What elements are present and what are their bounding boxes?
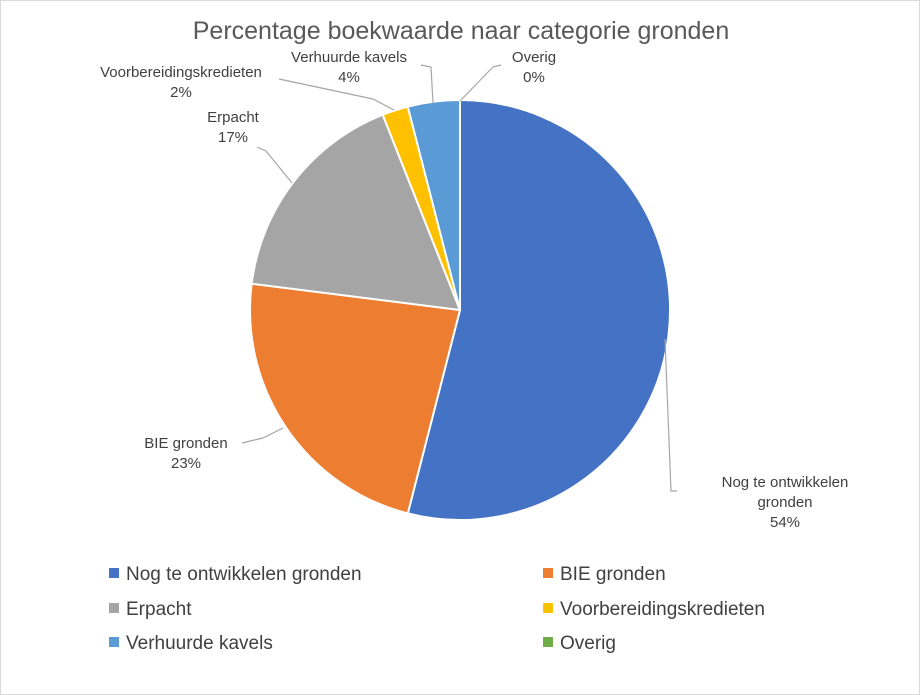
leader-line-bie-gronden — [241, 427, 284, 444]
pie-slice-nog-te-ontwikkelen-gronden — [406, 99, 671, 521]
leader-line-nog-te-ontwikkelen-gronden — [664, 338, 677, 492]
legend-swatch-overig — [543, 637, 553, 647]
legend-label-voorbereidingskredieten: Voorbereidingskredieten — [560, 599, 765, 620]
leader-line-erpacht — [256, 146, 293, 184]
legend-label-erpacht: Erpacht — [126, 599, 192, 620]
pie-slice-bie-gronden — [249, 282, 461, 515]
leader-lines — [241, 64, 677, 492]
data-label-erpacht: Erpacht 17% — [207, 109, 260, 146]
leader-line-verhuurde-kavels — [420, 64, 434, 104]
legend-swatch-bie-gronden — [543, 568, 553, 578]
data-label-bie-gronden: BIE gronden 23% — [144, 435, 227, 472]
data-label-voorbereidingskredieten: Voorbereidingskredieten 2% — [100, 64, 262, 101]
chart-title: Percentage boekwaarde naar categorie gro… — [193, 17, 730, 45]
legend-swatch-verhuurde-kavels — [109, 637, 119, 647]
legend-label-nog-te-ontwikkelen-gronden: Nog te ontwikkelen gronden — [126, 564, 362, 585]
legend-label-verhuurde-kavels: Verhuurde kavels — [126, 633, 273, 654]
leader-line-voorbereidingskredieten — [278, 78, 395, 111]
legend-swatch-nog-te-ontwikkelen-gronden — [109, 568, 119, 578]
pie-slice-verhuurde-kavels — [406, 99, 461, 311]
data-label-overig: Overig 0% — [512, 49, 556, 86]
pie-slices — [249, 99, 671, 521]
pie-slice-erpacht — [250, 113, 461, 311]
legend-label-overig: Overig — [560, 633, 616, 654]
data-label-verhuurde-kavels: Verhuurde kavels 4% — [291, 49, 407, 86]
leader-line-overig — [459, 64, 502, 102]
legend-swatch-voorbereidingskredieten — [543, 603, 553, 613]
data-label-nog-te-ontwikkelen-gronden: Nog te ontwikkelen gronden 54% — [722, 474, 849, 531]
legend-swatch-erpacht — [109, 603, 119, 613]
data-labels: Nog te ontwikkelen gronden 54% BIE gronden 2… — [100, 49, 848, 531]
legend: Nog te ontwikkelen gronden BIE gronden Erp… — [109, 564, 765, 654]
legend-label-bie-gronden: BIE gronden — [560, 564, 666, 585]
